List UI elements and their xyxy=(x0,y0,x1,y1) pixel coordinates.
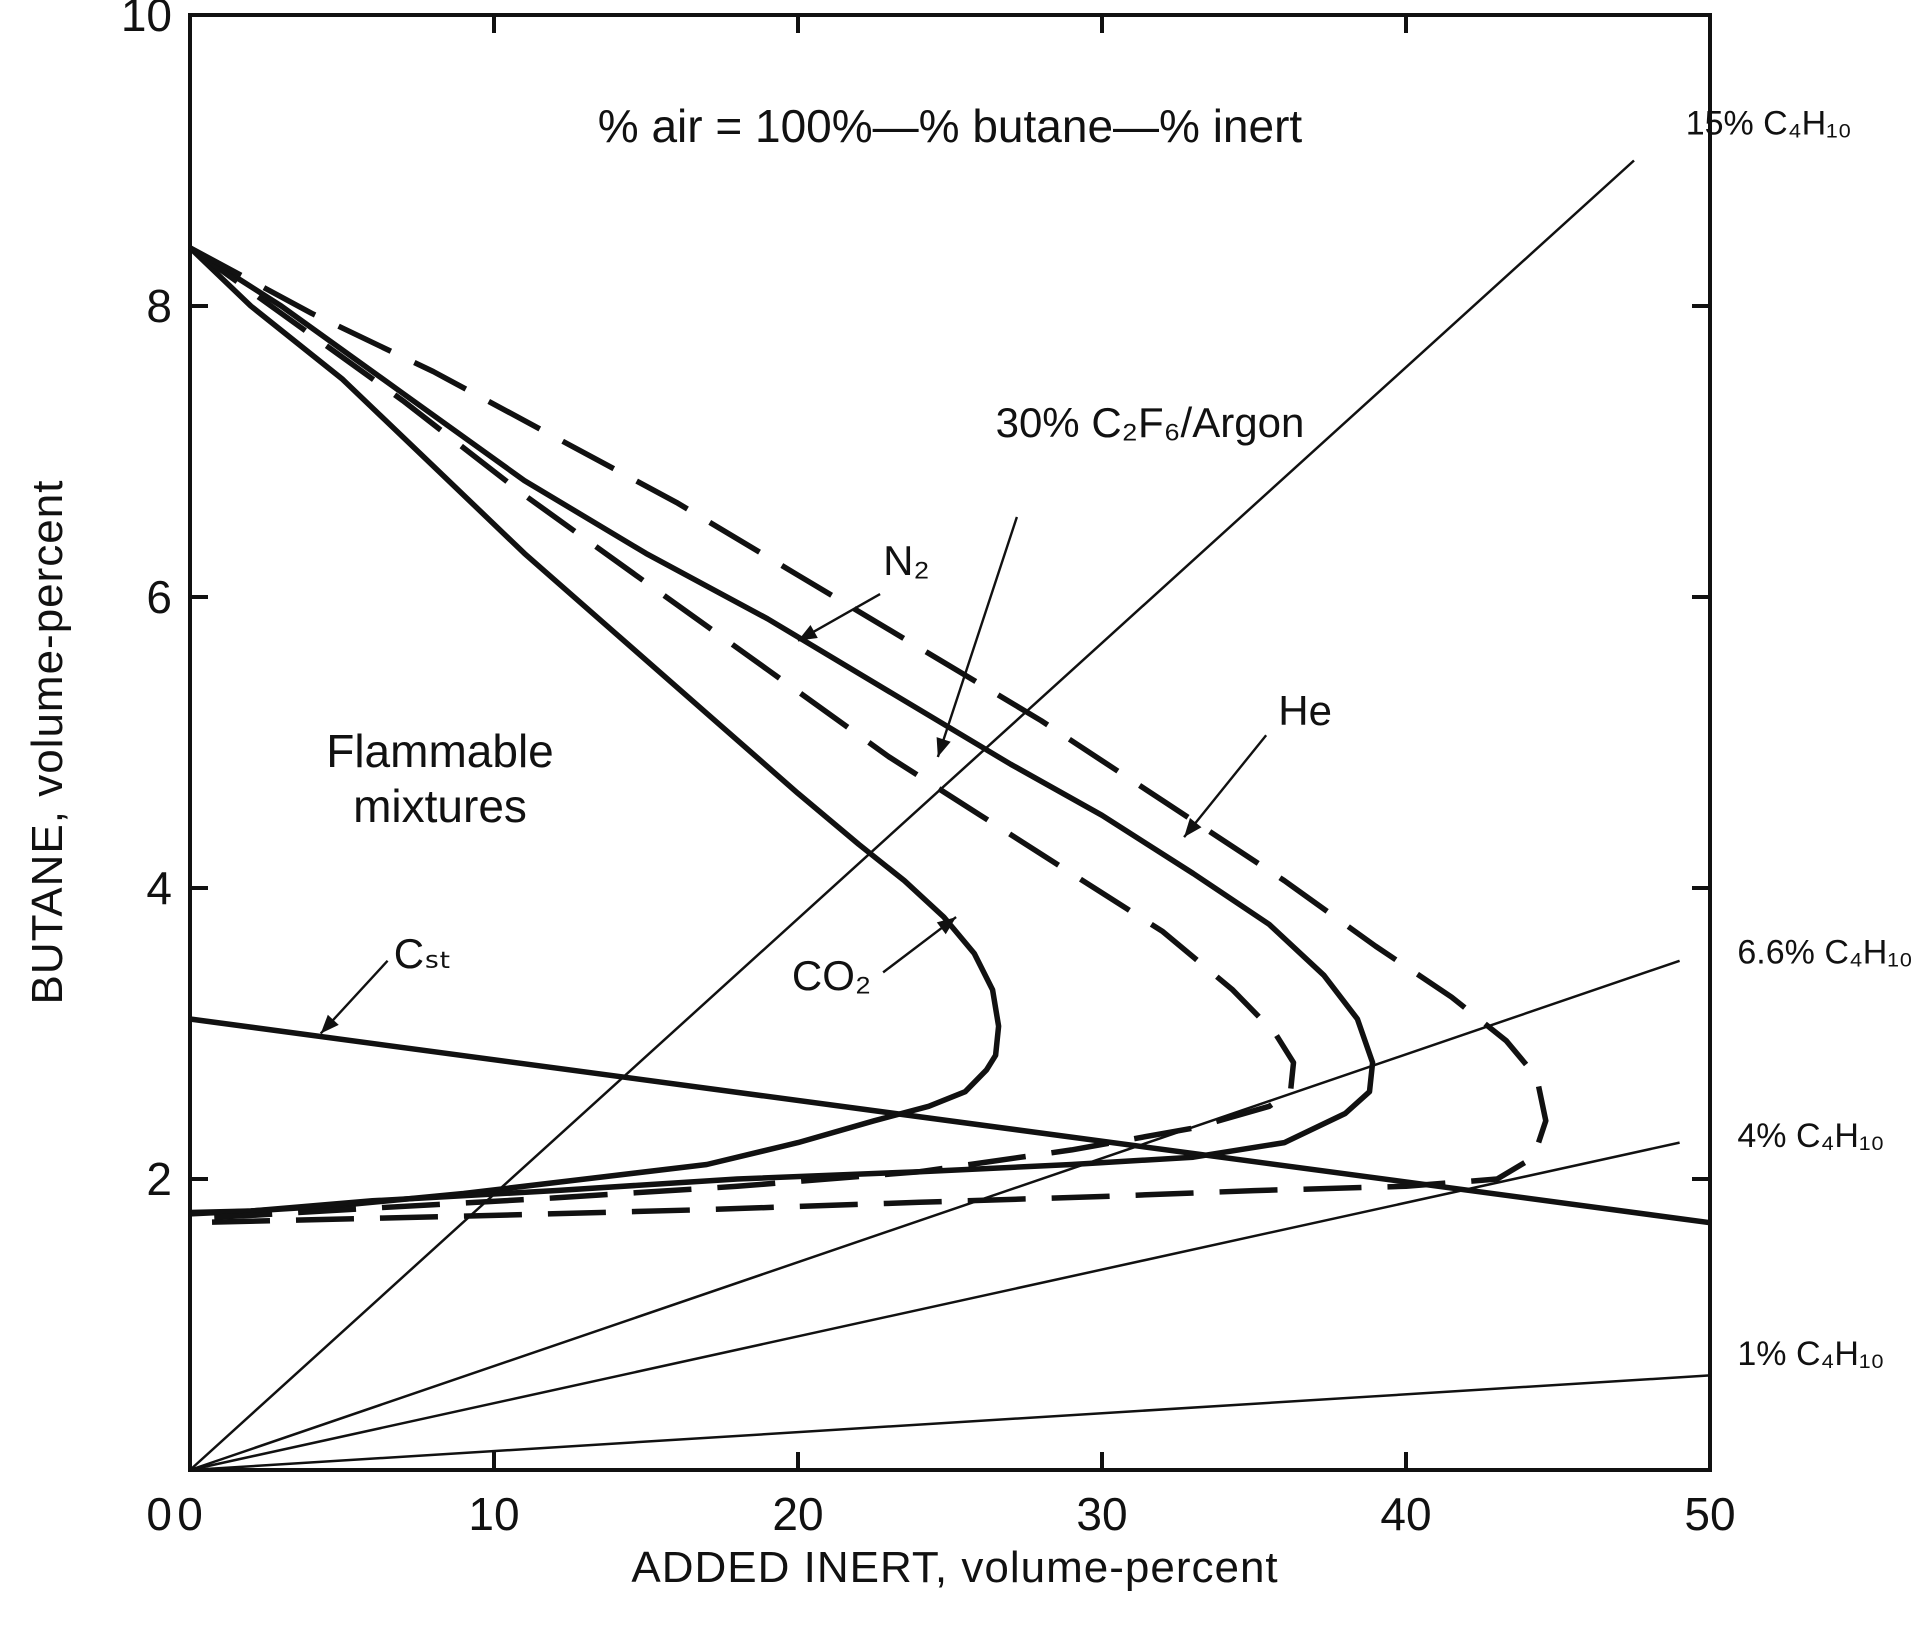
x-tick-label: 20 xyxy=(772,1488,823,1540)
y-tick-label: 10 xyxy=(121,0,172,41)
ratio-4-label: 4% C₄H₁₀ xyxy=(1737,1117,1884,1155)
origin-tick-label: 0 xyxy=(146,1488,172,1540)
series-line-15-c-h xyxy=(189,159,1635,1471)
n2-label: N₂ xyxy=(883,537,930,584)
flammable-label-line-2: mixtures xyxy=(353,780,527,832)
n2-pointer-arrowhead xyxy=(798,625,818,641)
y-tick-label: 4 xyxy=(146,862,172,914)
x-axis-title: ADDED INERT, volume-percent xyxy=(631,1543,1278,1592)
series-line-6-6-c-h xyxy=(189,959,1681,1472)
series-line-c-st xyxy=(189,1016,1711,1226)
argon-pointer xyxy=(936,516,1019,758)
plot-frame xyxy=(188,13,1712,1472)
ratio-15-label: 15% C₄H₁₀ xyxy=(1686,104,1852,142)
co2-label: CO₂ xyxy=(792,952,871,999)
series-line-n xyxy=(188,245,1376,1217)
ticks-layer: 0 10 20 30 40 50 2 4 6 8 10 0 xyxy=(121,0,1736,1540)
series-line-4-c-h xyxy=(189,1141,1680,1472)
ratio-6-6-label: 6.6% C₄H₁₀ xyxy=(1737,934,1913,972)
y-axis-title: BUTANE, volume-percent xyxy=(23,480,72,1005)
x-tick-label: 0 xyxy=(177,1488,203,1540)
argon-label: 30% C₂F₆/Argon xyxy=(996,399,1305,446)
he-label: He xyxy=(1278,687,1332,734)
series-line-co xyxy=(188,245,1002,1216)
cst-label: Cₛₜ xyxy=(394,930,452,977)
series-line-he xyxy=(188,245,1549,1226)
he-pointer xyxy=(1183,734,1268,838)
x-tick-label: 10 xyxy=(468,1488,519,1540)
he-pointer-arrowhead xyxy=(1184,817,1202,838)
x-tick-label: 50 xyxy=(1684,1488,1735,1540)
pointers-layer xyxy=(319,516,1268,1035)
x-tick-label: 30 xyxy=(1076,1488,1127,1540)
air-formula-annotation: % air = 100%—% butane—% inert xyxy=(598,100,1303,152)
labels-layer: N₂ 30% C₂F₆/Argon He CO₂ Cₛₜ 15% C₄H₁₀ 6.6% C₄… xyxy=(394,104,1913,1373)
x-tick-label: 40 xyxy=(1380,1488,1431,1540)
co2-pointer-arrowhead xyxy=(936,917,957,935)
y-tick-label: 2 xyxy=(146,1153,172,1205)
flammable-label-line-1: Flammable xyxy=(326,725,554,777)
ratio-1-label: 1% C₄H₁₀ xyxy=(1737,1335,1884,1373)
argon-pointer-arrowhead xyxy=(936,737,951,758)
y-tick-label: 6 xyxy=(146,571,172,623)
series-line-30-c-f-argon xyxy=(188,245,1297,1222)
series-line-1-c-h xyxy=(189,1374,1711,1472)
curves-layer xyxy=(188,159,1711,1472)
y-tick-label: 8 xyxy=(146,280,172,332)
cst-pointer-arrowhead xyxy=(320,1014,339,1034)
